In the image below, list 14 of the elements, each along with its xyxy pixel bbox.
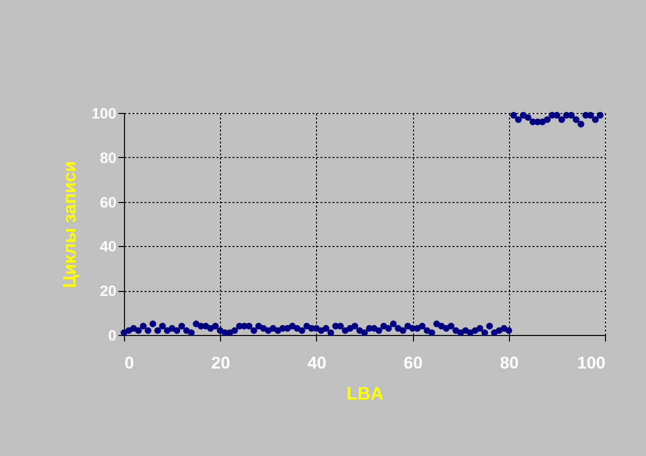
y-tick-label: 80: [100, 150, 116, 167]
y-tick-label: 40: [100, 238, 116, 256]
x-tick-label: 40: [307, 354, 326, 372]
x-axis-title: LBA: [346, 384, 384, 404]
x-tick-label: 60: [404, 354, 423, 372]
x-tick-label: 20: [211, 354, 230, 372]
y-tick-label: 20: [100, 283, 116, 300]
x-tick-label: 0: [124, 354, 134, 372]
y-tick-label: 60: [100, 194, 116, 212]
y-tick-label: 0: [108, 328, 116, 344]
x-tick-label: 80: [500, 354, 519, 372]
y-axis-title: Циклы записи: [59, 161, 80, 288]
y-tick-label: 100: [91, 106, 116, 122]
x-tick-label: 100: [577, 354, 606, 372]
